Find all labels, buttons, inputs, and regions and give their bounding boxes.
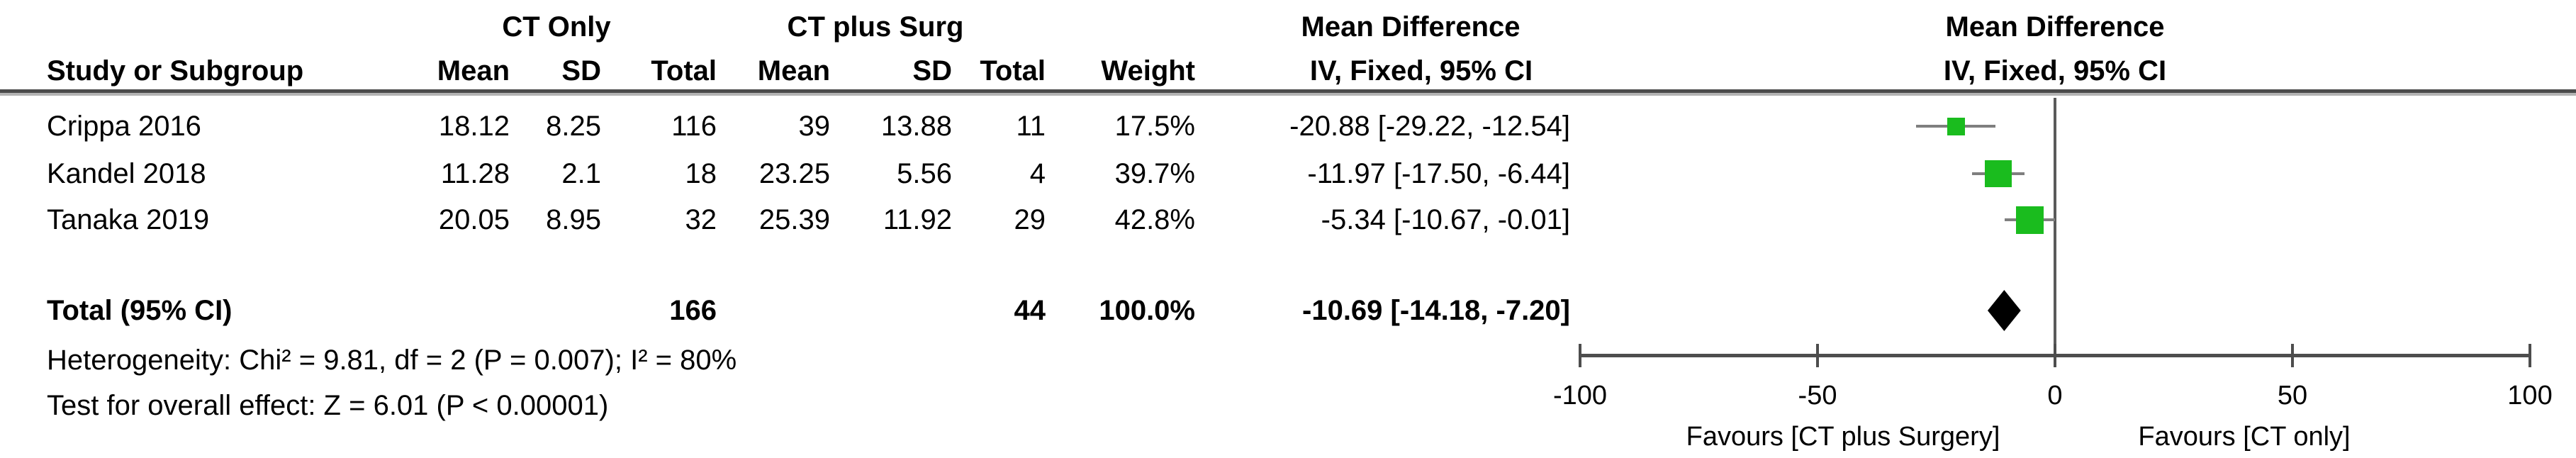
ct-only-total-cell: 18 <box>685 158 717 189</box>
x-axis-tick <box>1816 344 1819 367</box>
effect-estimate-cell: -20.88 [-29.22, -12.54] <box>1289 111 1570 142</box>
ct-plus-surg-total-cell: 11 <box>1016 111 1046 142</box>
effect-column-subtitle: IV, Fixed, 95% CI <box>1309 55 1533 86</box>
ct-plus-surg-mean-cell: 25.39 <box>758 204 830 235</box>
effect-square <box>1947 117 1965 135</box>
weight-cell: 39.7% <box>1114 158 1195 189</box>
study-name: Kandel 2018 <box>47 158 206 189</box>
favours-right-label: Favours [CT only] <box>2138 422 2351 452</box>
x-axis-tick-label: 50 <box>2277 381 2308 410</box>
ct-only-mean-cell: 20.05 <box>438 204 510 235</box>
plot-title: Mean Difference <box>1945 11 2165 43</box>
ct-only-mean-cell: 11.28 <box>440 158 510 189</box>
x-axis-tick <box>2054 344 2056 367</box>
overall-effect-note: Test for overall effect: Z = 6.01 (P < 0… <box>47 390 609 421</box>
col-header-mean2: Mean <box>757 55 830 86</box>
ct-plus-surg-sd-cell: 5.56 <box>897 158 952 189</box>
favours-left-label: Favours [CT plus Surgery] <box>1686 422 2000 452</box>
total-ct-plus-surg-n: 44 <box>1014 295 1046 326</box>
effect-column-title: Mean Difference <box>1301 11 1521 43</box>
group2-header: CT plus Surg <box>787 11 964 43</box>
x-axis-tick-label: 100 <box>2507 381 2553 410</box>
ct-only-total-cell: 32 <box>685 204 717 235</box>
ct-only-total-cell: 116 <box>671 111 717 142</box>
total-ct-only-n: 166 <box>669 295 717 326</box>
ct-plus-surg-sd-cell: 11.92 <box>883 204 952 235</box>
col-header-mean1: Mean <box>437 55 510 86</box>
ct-plus-surg-total-cell: 4 <box>1029 158 1046 189</box>
ct-plus-surg-mean-cell: 39 <box>798 111 831 142</box>
total-weight-cell: 100.0% <box>1099 295 1195 326</box>
x-axis-tick <box>2529 344 2531 367</box>
col-header-sd2: SD <box>912 55 952 86</box>
effect-square <box>1984 160 2012 187</box>
group1-header: CT Only <box>502 11 611 43</box>
col-header-study: Study or Subgroup <box>47 55 304 86</box>
x-axis-tick-label: -50 <box>1798 381 1837 410</box>
total-label: Total (95% CI) <box>47 295 233 326</box>
ct-only-sd-cell: 8.95 <box>546 204 601 235</box>
zero-effect-line <box>2054 98 2056 367</box>
x-axis-tick <box>1579 344 1581 367</box>
x-axis-tick <box>2291 344 2294 367</box>
ct-plus-surg-total-cell: 29 <box>1014 204 1046 235</box>
weight-cell: 42.8% <box>1114 204 1195 235</box>
x-axis-tick-label: -100 <box>1552 381 1608 410</box>
effect-estimate-cell: -11.97 [-17.50, -6.44] <box>1307 158 1570 189</box>
x-axis-tick-label: 0 <box>2047 381 2063 410</box>
ct-plus-surg-mean-cell: 23.25 <box>758 158 830 189</box>
study-name: Crippa 2016 <box>47 111 201 142</box>
effect-square <box>2015 206 2044 234</box>
plot-subtitle: IV, Fixed, 95% CI <box>1943 55 2167 86</box>
total-effect-estimate-cell: -10.69 [-14.18, -7.20] <box>1302 295 1570 326</box>
ct-only-mean-cell: 18.12 <box>438 111 510 142</box>
pooled-diamond <box>1987 290 2021 331</box>
ct-only-sd-cell: 2.1 <box>561 158 601 189</box>
ct-plus-surg-sd-cell: 13.88 <box>880 111 952 142</box>
heterogeneity-note: Heterogeneity: Chi² = 9.81, df = 2 (P = … <box>47 345 737 376</box>
ct-only-sd-cell: 8.25 <box>546 111 601 142</box>
col-header-weight: Weight <box>1101 55 1195 86</box>
weight-cell: 17.5% <box>1114 111 1195 142</box>
col-header-total2: Total <box>980 55 1046 86</box>
header-rule-light <box>0 93 2576 96</box>
header-rule-dark <box>0 89 2576 93</box>
study-name: Tanaka 2019 <box>47 204 210 235</box>
col-header-sd1: SD <box>561 55 601 86</box>
col-header-total1: Total <box>651 55 717 86</box>
effect-estimate-cell: -5.34 [-10.67, -0.01] <box>1321 204 1570 235</box>
